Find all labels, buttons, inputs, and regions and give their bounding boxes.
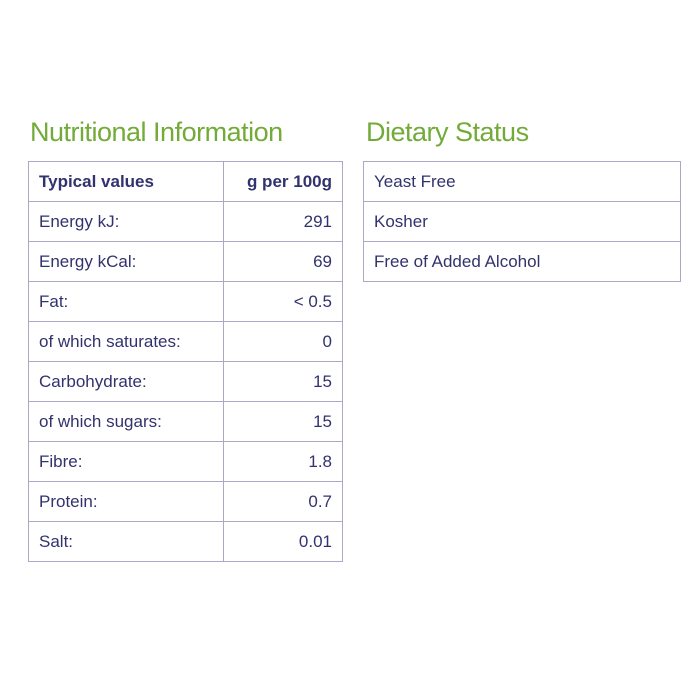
- table-header-row: Typical values g per 100g: [28, 161, 343, 202]
- nutrient-value-cell: 0.01: [223, 521, 343, 562]
- nutrient-label-cell: Fat:: [28, 281, 224, 322]
- nutrient-value-cell: 0.7: [223, 481, 343, 522]
- table-row: Fibre: 1.8: [28, 441, 343, 482]
- nutritional-information-table: Typical values g per 100g Energy kJ: 291 E…: [28, 161, 343, 562]
- nutritional-information-heading: Nutritional Information: [30, 117, 283, 147]
- nutrient-label-cell: Carbohydrate:: [28, 361, 224, 402]
- nutrient-value-cell: 15: [223, 401, 343, 442]
- table-row: Free of Added Alcohol: [363, 241, 681, 282]
- nutrient-value-cell: 15: [223, 361, 343, 402]
- typical-values-column-header: Typical values: [28, 161, 224, 202]
- table-row: Fat: < 0.5: [28, 281, 343, 322]
- table-row: Kosher: [363, 201, 681, 242]
- dietary-status-cell: Free of Added Alcohol: [363, 241, 681, 282]
- table-row: Energy kJ: 291: [28, 201, 343, 242]
- dietary-status-cell: Yeast Free: [363, 161, 681, 202]
- dietary-status-heading: Dietary Status: [366, 117, 529, 147]
- table-row: Carbohydrate: 15: [28, 361, 343, 402]
- nutrient-value-cell: 69: [223, 241, 343, 282]
- g-per-100g-column-header: g per 100g: [223, 161, 343, 202]
- table-row: Yeast Free: [363, 161, 681, 202]
- nutrient-label-cell: of which sugars:: [28, 401, 224, 442]
- nutrient-label-cell: Energy kJ:: [28, 201, 224, 242]
- nutrient-value-cell: < 0.5: [223, 281, 343, 322]
- nutrient-label-cell: Salt:: [28, 521, 224, 562]
- nutrient-label-cell: Energy kCal:: [28, 241, 224, 282]
- nutrient-label-cell: of which saturates:: [28, 321, 224, 362]
- table-row: of which sugars: 15: [28, 401, 343, 442]
- dietary-status-table: Yeast Free Kosher Free of Added Alcohol: [363, 161, 681, 282]
- table-row: Protein: 0.7: [28, 481, 343, 522]
- nutrient-value-cell: 1.8: [223, 441, 343, 482]
- table-row: Energy kCal: 69: [28, 241, 343, 282]
- dietary-status-cell: Kosher: [363, 201, 681, 242]
- nutrient-value-cell: 0: [223, 321, 343, 362]
- nutrient-label-cell: Protein:: [28, 481, 224, 522]
- table-row: of which saturates: 0: [28, 321, 343, 362]
- nutrient-value-cell: 291: [223, 201, 343, 242]
- table-row: Salt: 0.01: [28, 521, 343, 562]
- nutrient-label-cell: Fibre:: [28, 441, 224, 482]
